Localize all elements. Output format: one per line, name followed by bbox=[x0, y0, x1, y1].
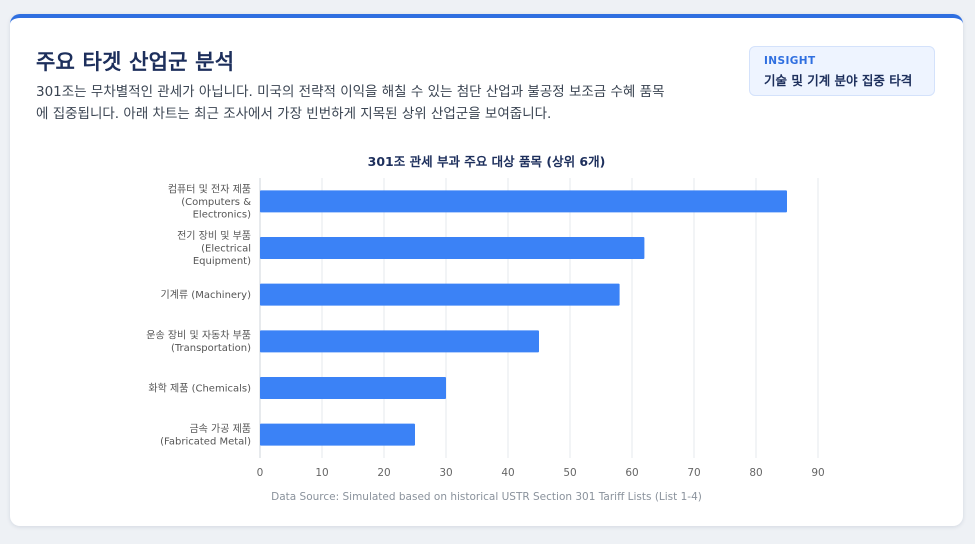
category-label: 화학 제품 (Chemicals) bbox=[148, 383, 251, 395]
page-title: 주요 타겟 산업군 분석 bbox=[36, 50, 235, 74]
bar-2 bbox=[260, 283, 620, 306]
x-tick-label: 40 bbox=[501, 467, 514, 479]
category-label: 컴퓨터 및 전자 제품 bbox=[168, 183, 251, 195]
category-label: Electronics) bbox=[193, 209, 252, 220]
category-label: (Fabricated Metal) bbox=[160, 436, 251, 447]
bar-4 bbox=[260, 377, 446, 399]
data-source-note: Data Source: Simulated based on historic… bbox=[271, 491, 702, 503]
category-label: 기계류 (Machinery) bbox=[161, 289, 252, 301]
chart-title: 301조 관세 부과 주요 대상 품목 (상위 6개) bbox=[367, 154, 606, 169]
insight-label: INSIGHT bbox=[764, 55, 816, 67]
x-tick-label: 30 bbox=[439, 467, 452, 479]
insight-text: 기술 및 기계 분야 집중 타격 bbox=[764, 73, 913, 88]
x-tick-label: 20 bbox=[377, 467, 390, 479]
x-tick-label: 60 bbox=[625, 467, 638, 479]
insight-badge: INSIGHT 기술 및 기계 분야 집중 타격 bbox=[749, 46, 935, 96]
x-tick-label: 10 bbox=[315, 467, 328, 479]
bar-5 bbox=[260, 423, 415, 446]
page-description: 301조는 무차별적인 관세가 아닙니다. 미국의 전략적 이익을 해칠 수 있… bbox=[36, 84, 665, 122]
bar-3 bbox=[260, 330, 539, 353]
bar-0 bbox=[260, 190, 787, 213]
category-label: (Computers & bbox=[181, 197, 251, 208]
category-label: (Electrical bbox=[201, 244, 251, 255]
x-tick-label: 0 bbox=[257, 467, 264, 479]
category-label: (Transportation) bbox=[171, 343, 251, 354]
category-label: 전기 장비 및 부품 bbox=[177, 230, 251, 242]
category-label: 금속 가공 제품 bbox=[189, 423, 251, 435]
analysis-card: 주요 타겟 산업군 분석 301조는 무차별적인 관세가 아닙니다. 미국의 전… bbox=[10, 14, 963, 526]
x-tick-label: 50 bbox=[563, 467, 576, 479]
x-tick-label: 70 bbox=[687, 467, 700, 479]
category-label: 운송 장비 및 자동차 부품 bbox=[146, 330, 251, 342]
category-label: Equipment) bbox=[193, 256, 251, 267]
bar-1 bbox=[260, 237, 645, 259]
x-tick-label: 80 bbox=[749, 467, 762, 479]
bar-chart: 0 10 20 30 40 50 60 70 80 90 컴퓨터 및 전자 제품 (Computers… bbox=[146, 178, 825, 479]
x-tick-label: 90 bbox=[811, 467, 824, 479]
